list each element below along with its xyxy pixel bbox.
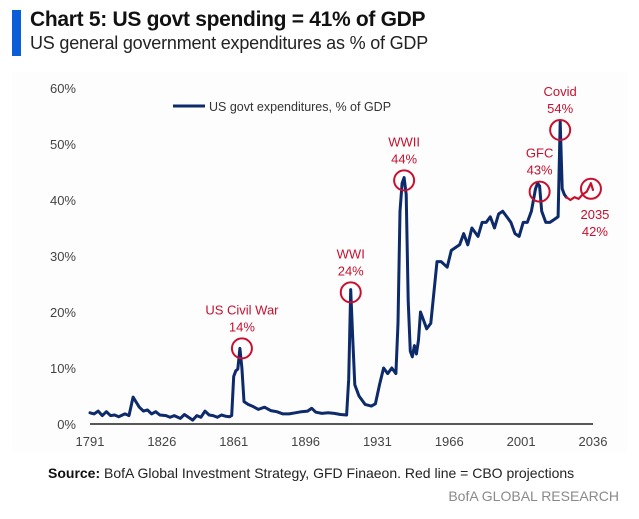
annotation-label: WWI xyxy=(337,246,365,261)
x-tick-label: 1861 xyxy=(219,434,248,449)
annotation-label: WWII xyxy=(388,134,420,149)
y-tick-label: 0% xyxy=(57,417,76,432)
annotation-circle xyxy=(549,119,572,141)
annotation-value: 42% xyxy=(582,224,608,239)
annotation-value: 14% xyxy=(229,319,255,334)
chart-title: Chart 5: US govt spending = 41% of GDP xyxy=(30,8,426,31)
annotation-label: Covid xyxy=(544,84,577,99)
y-tick-label: 60% xyxy=(50,81,76,96)
series-line xyxy=(88,120,568,422)
y-tick-label: 30% xyxy=(50,249,76,264)
annotation-circle xyxy=(579,177,602,200)
annotation-circle xyxy=(230,337,253,360)
y-tick-label: 10% xyxy=(50,361,76,376)
annotation-label: GFC xyxy=(526,146,553,161)
y-tick-label: 40% xyxy=(50,193,76,208)
annotation-circle xyxy=(339,281,362,304)
annotation-value: 44% xyxy=(391,151,417,166)
x-tick-label: 2001 xyxy=(507,434,536,449)
source-note: Source: BofA Global Investment Strategy,… xyxy=(48,465,574,481)
x-tick-label: 1896 xyxy=(291,434,320,449)
x-tick-label: 2036 xyxy=(579,434,608,449)
y-tick-label: 50% xyxy=(50,137,76,152)
annotation-label: US Civil War xyxy=(205,302,279,317)
brand-label: BofA GLOBAL RESEARCH xyxy=(448,488,619,504)
x-tick-label: 1966 xyxy=(435,434,464,449)
annotation-value: 43% xyxy=(527,163,553,178)
annotation-value: 54% xyxy=(547,101,573,116)
annotation-value: 24% xyxy=(338,263,364,278)
annotation-label: 2035 xyxy=(580,207,609,222)
source-text: BofA Global Investment Strategy, GFD Fin… xyxy=(100,465,575,481)
x-tick-label: 1791 xyxy=(76,434,105,449)
x-tick-label: 1931 xyxy=(363,434,392,449)
title-accent-bar xyxy=(12,10,21,56)
source-label: Source: xyxy=(48,465,101,481)
annotation-circle xyxy=(528,180,551,203)
legend-label: US govt expenditures, % of GDP xyxy=(209,100,391,114)
chart-panel xyxy=(12,72,627,452)
annotation-circle xyxy=(393,169,416,192)
chart-subtitle: US general government expenditures as % … xyxy=(30,33,429,53)
y-tick-label: 20% xyxy=(50,305,76,320)
x-tick-label: 1826 xyxy=(147,434,176,449)
projection-line xyxy=(565,182,595,202)
